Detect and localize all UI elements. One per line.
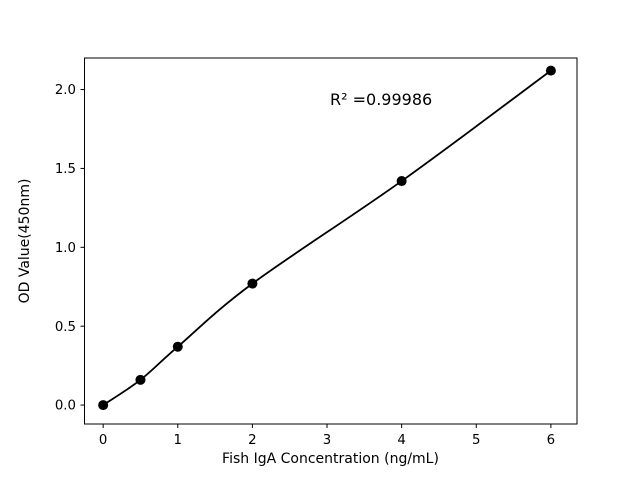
data-point [247,278,258,289]
y-tick-label: 0.0 [55,399,76,414]
data-point [172,341,183,352]
axis-ticks: 0 1 2 3 4 5 6 0.0 0.5 1.0 1.5 2.0 [55,83,555,448]
x-tick-label: 5 [472,433,480,448]
x-tick-label: 0 [99,433,107,448]
y-tick-label: 0.5 [55,320,76,335]
x-axis-label: Fish IgA Concentration (ng/mL) [222,451,439,467]
x-tick-label: 2 [248,433,256,448]
data-point [98,400,109,411]
fitted-curve [102,69,552,406]
data-point [135,374,146,385]
fit-line [102,69,552,406]
x-tick-label: 4 [397,433,405,448]
y-tick-label: 1.5 [55,162,76,177]
x-tick-label: 1 [174,433,182,448]
y-tick-label: 2.0 [55,83,76,98]
axes-frame [84,57,578,425]
data-point [396,176,407,187]
data-points [98,65,556,411]
y-tick-label: 1.0 [55,241,76,256]
x-tick-label: 6 [547,433,555,448]
y-axis-label: OD Value(450nm) [17,179,33,304]
r-squared-annotation: R² =0.99986 [330,90,432,109]
x-tick-label: 3 [323,433,331,448]
data-point [545,65,556,76]
